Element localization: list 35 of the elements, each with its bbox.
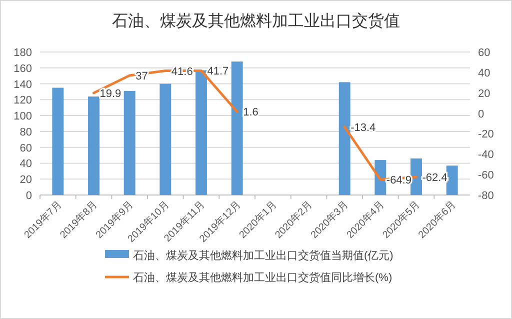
y-tick-label: 60 bbox=[20, 142, 32, 154]
y2-tick-label: 40 bbox=[478, 67, 490, 80]
y2-tick-label: -60 bbox=[478, 170, 494, 182]
data-label: 19.9 bbox=[100, 88, 122, 100]
bar bbox=[88, 96, 100, 195]
y-tick-label: 0 bbox=[26, 190, 32, 202]
bar bbox=[338, 82, 350, 195]
y-tick-label: 80 bbox=[20, 126, 32, 138]
data-label: -13.4 bbox=[350, 122, 376, 134]
bar bbox=[196, 70, 207, 195]
y2-tick-label: -80 bbox=[478, 190, 494, 202]
data-label: 41.7 bbox=[207, 66, 229, 78]
y2-tick-label: -40 bbox=[478, 149, 494, 162]
y-tick-label: 160 bbox=[14, 62, 32, 75]
bar bbox=[160, 84, 172, 195]
chart-title: 石油、煤炭及其他燃料加工业出口交货值 bbox=[112, 12, 400, 30]
bar bbox=[410, 158, 422, 195]
y2-tick-label: 60 bbox=[478, 47, 490, 59]
legend-label: 石油、煤炭及其他燃料加工业出口交货值同比增长(%) bbox=[133, 271, 392, 284]
y-tick-label: 100 bbox=[14, 110, 32, 123]
y-tick-label: 40 bbox=[20, 158, 32, 170]
y2-tick-label: 0 bbox=[478, 108, 484, 120]
legend-label: 石油、煤炭及其他燃料加工业出口交货值当期值(亿元) bbox=[133, 249, 394, 262]
data-label: 1.6 bbox=[243, 106, 258, 119]
bar bbox=[446, 166, 458, 195]
y2-tick-label: -20 bbox=[478, 128, 494, 141]
bar bbox=[231, 62, 243, 195]
y-tick-label: 180 bbox=[14, 47, 32, 59]
y-tick-label: 20 bbox=[20, 174, 32, 186]
y-tick-label: 120 bbox=[14, 94, 32, 107]
y2-tick-label: 20 bbox=[478, 88, 490, 100]
bar bbox=[374, 160, 386, 195]
y-tick-label: 140 bbox=[14, 78, 32, 91]
bar bbox=[124, 90, 136, 195]
bar bbox=[52, 88, 64, 195]
